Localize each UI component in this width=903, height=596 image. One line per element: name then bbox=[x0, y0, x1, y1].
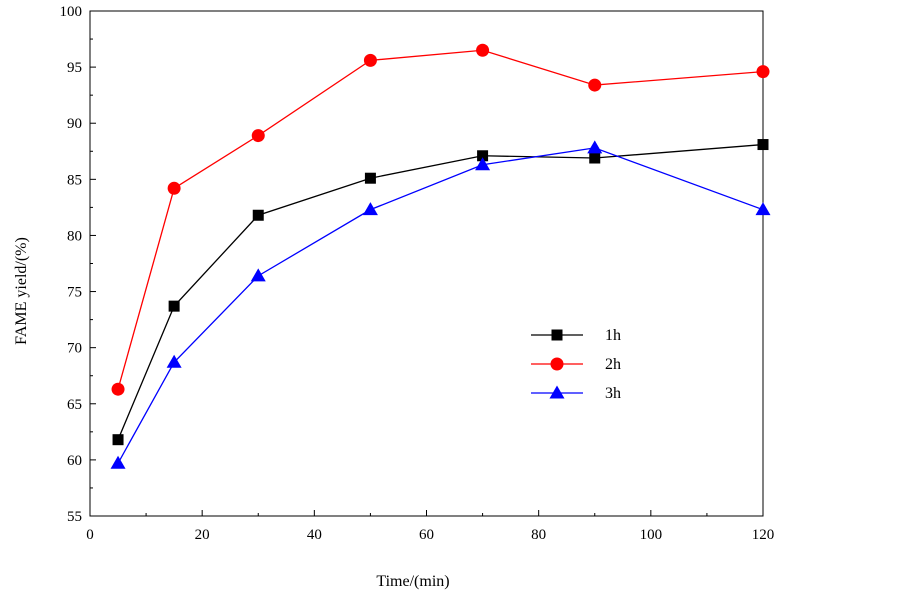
series-line-1h bbox=[117, 143, 764, 440]
x-tick-label: 120 bbox=[752, 527, 775, 543]
data-point-2h bbox=[111, 382, 125, 396]
series-2h bbox=[111, 43, 770, 396]
y-axis-title: FAME yield/(%) bbox=[13, 237, 30, 345]
y-tick-label: 80 bbox=[67, 228, 82, 244]
data-point-1h bbox=[252, 209, 264, 221]
data-point-2h bbox=[167, 181, 181, 195]
legend-marker bbox=[549, 385, 565, 399]
data-point-3h bbox=[587, 140, 603, 154]
x-tick-label: 60 bbox=[419, 527, 434, 543]
data-point-3h bbox=[475, 157, 491, 171]
data-point-2h bbox=[476, 43, 490, 57]
series-line-2h bbox=[117, 49, 764, 390]
x-tick-label: 0 bbox=[86, 527, 94, 543]
axes: 0 20 40 60 80 100 120 55 60 65 70 75 80 85 90 95 100 bbox=[60, 4, 775, 543]
data-point-1h bbox=[589, 152, 601, 164]
legend-item-2h: 2h bbox=[531, 356, 621, 373]
data-point-1h bbox=[168, 300, 180, 312]
series-1h bbox=[112, 139, 769, 446]
series-line-3h bbox=[117, 147, 764, 464]
data-point-2h bbox=[756, 65, 770, 79]
legend-marker bbox=[551, 329, 563, 341]
data-point-2h bbox=[588, 78, 602, 92]
legend-label: 2h bbox=[605, 356, 621, 373]
data-point-3h bbox=[755, 202, 771, 216]
data-point-2h bbox=[363, 53, 377, 67]
x-tick-label: 20 bbox=[195, 527, 210, 543]
data-point-3h bbox=[250, 268, 266, 282]
data-point-1h bbox=[477, 150, 489, 162]
y-tick-label: 75 bbox=[67, 285, 82, 301]
y-tick-label: 65 bbox=[67, 397, 82, 413]
data-point-1h bbox=[364, 172, 376, 184]
series-3h bbox=[110, 140, 771, 469]
data-point-3h bbox=[110, 455, 126, 469]
legend-item-3h: 3h bbox=[531, 385, 621, 402]
y-tick-label: 70 bbox=[67, 341, 82, 357]
legend-label: 3h bbox=[605, 385, 621, 402]
y-tick-label: 60 bbox=[67, 453, 82, 469]
data-point-1h bbox=[112, 434, 124, 446]
y-tick-label: 55 bbox=[67, 509, 82, 525]
legend-marker bbox=[550, 357, 564, 371]
series-layer bbox=[110, 43, 771, 469]
x-tick-label: 40 bbox=[307, 527, 322, 543]
plot-frame bbox=[89, 10, 764, 517]
data-point-2h bbox=[251, 129, 265, 143]
legend-label: 1h bbox=[605, 327, 621, 344]
y-tick-label: 85 bbox=[67, 172, 82, 188]
y-tick-label: 90 bbox=[67, 116, 82, 132]
y-tick-label: 100 bbox=[60, 4, 83, 20]
y-tick-label: 95 bbox=[67, 60, 82, 76]
legend-item-1h: 1h bbox=[531, 327, 621, 344]
x-tick-label: 80 bbox=[531, 527, 546, 543]
data-point-3h bbox=[362, 202, 378, 216]
x-tick-label: 100 bbox=[640, 527, 663, 543]
x-axis-title: Time/(min) bbox=[376, 573, 449, 590]
data-point-1h bbox=[757, 139, 769, 151]
legend: 1h 2h 3h bbox=[531, 327, 621, 402]
data-point-3h bbox=[166, 354, 182, 368]
